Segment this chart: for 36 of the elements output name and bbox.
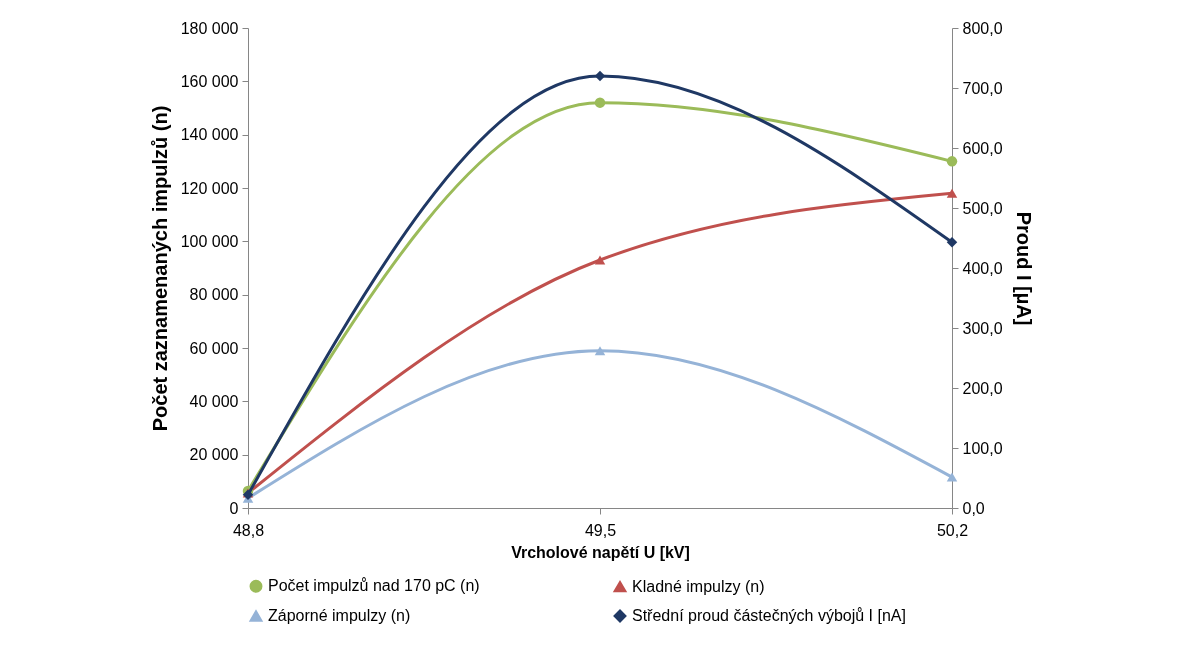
y-tick-label: 60 000 — [189, 339, 239, 357]
y2-tick-label: 700,0 — [962, 79, 1003, 97]
y2-tick-label: 300,0 — [962, 319, 1003, 337]
y-tick-label: 100 000 — [180, 232, 239, 250]
y-tick-label: 160 000 — [180, 72, 239, 90]
point — [594, 346, 606, 356]
point — [594, 97, 606, 108]
y2-tick-label: 200,0 — [962, 379, 1003, 397]
point — [946, 156, 958, 167]
y-axis-title: Počet zaznamenaných impulzů (n) — [148, 105, 171, 432]
y-tick-label: 20 000 — [189, 446, 239, 464]
y2-tick-label: 400,0 — [962, 259, 1003, 277]
x-tick-label: 48,8 — [232, 521, 265, 539]
y-tick-label: 0 — [229, 499, 239, 517]
y-tick-label: 120 000 — [180, 179, 239, 197]
point — [946, 472, 958, 482]
y2-tick-label: 500,0 — [962, 199, 1003, 217]
y2-tick-label: 800,0 — [962, 19, 1003, 37]
point — [946, 188, 958, 198]
legend-label: Kladné impulzy (n) — [632, 577, 765, 595]
y-tick-label: 140 000 — [180, 126, 239, 144]
x-tick-label: 49,5 — [584, 521, 617, 539]
y2-tick-label: 100,0 — [962, 439, 1003, 457]
x-axis-title: Vrcholové napětí U [kV] — [511, 543, 690, 561]
y2-tick-label: 600,0 — [962, 139, 1003, 157]
point — [594, 255, 606, 265]
y-tick-label: 80 000 — [189, 286, 239, 304]
legend-label: Záporné impulzy (n) — [268, 607, 411, 624]
y2-tick-label: 0,0 — [962, 499, 985, 517]
y-tick-label: 180 000 — [180, 19, 239, 37]
y-tick-label: 40 000 — [189, 392, 239, 410]
legend-label: Střední proud částečných výbojů I [nA] — [632, 607, 906, 624]
y2-axis-title: Proud I [µA] — [1012, 211, 1035, 326]
legend-label: Počet impulzů nad 170 pC (n) — [268, 577, 480, 595]
x-tick-label: 50,2 — [936, 521, 969, 539]
point — [946, 236, 958, 248]
